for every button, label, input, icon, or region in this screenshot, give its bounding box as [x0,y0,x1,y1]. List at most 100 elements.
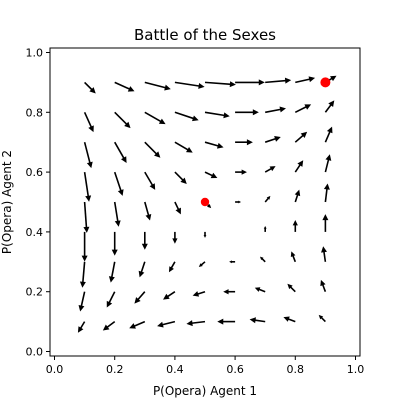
vector-arrow [235,200,242,204]
x-axis-label: P(Opera) Agent 1 [153,384,257,398]
vector-arrow [141,231,148,250]
vector-arrow [294,160,304,173]
vector-arrow [174,201,181,215]
vector-arrow [283,316,296,323]
vector-arrow [254,287,266,293]
vector-arrow [198,261,206,268]
vector-arrow [174,111,199,122]
vector-arrow [134,291,146,304]
vector-arrow [144,141,161,158]
vector-arrow [144,81,171,91]
vector-arrow [292,220,298,232]
vector-arrow [204,141,224,149]
vector-arrow [264,166,276,173]
vector-arrow [79,261,86,288]
vector-arrow [321,246,327,262]
vector-arrow [320,279,327,292]
vector-arrow [102,320,116,331]
vector-arrow [84,81,96,94]
vector-arrow [294,104,312,114]
vector-arrow [144,111,166,125]
x-tick-label: 0.4 [166,363,184,376]
plot-frame [49,47,361,357]
vector-arrow [108,261,116,283]
vector-arrow [265,77,292,84]
x-tick-label: 1.0 [347,363,365,376]
equilibrium-point [200,197,210,207]
y-tick-label: 0.6 [26,166,44,179]
vector-arrow [249,317,266,324]
vector-arrow [192,290,206,297]
vector-arrow [111,231,118,256]
vector-field [77,75,337,333]
vector-arrow [290,251,297,263]
vector-arrow [322,214,329,232]
vector-arrow [144,171,156,190]
y-tick-label: 0.2 [26,286,44,299]
vector-arrow [295,76,316,84]
vector-arrow [203,231,207,238]
vector-arrow [77,321,86,333]
vector-arrow [318,314,326,323]
vector-arrow [294,131,308,143]
vector-arrow [324,100,335,113]
vector-arrow [144,201,152,221]
equilibrium-point [320,77,331,88]
vector-arrow [265,106,286,114]
chart-title: Battle of the Sexes [134,26,276,44]
equilibrium-points [200,77,331,207]
vector-arrow [235,109,259,116]
vector-arrow [83,111,94,133]
y-tick-label: 0.8 [26,106,44,119]
vector-arrow [204,81,236,88]
vector-arrow [323,183,330,203]
vector-arrow [235,79,265,86]
vector-arrow [263,225,267,232]
vector-arrow [235,139,253,146]
x-tick-label: 0.8 [287,363,305,376]
vector-arrow [186,320,206,327]
vector-arrow [138,261,146,278]
vector-arrow [106,291,116,308]
y-tick-label: 1.0 [26,46,44,59]
y-axis-label: P(Opera) Agent 2 [0,150,14,254]
x-tick-label: 0.2 [106,363,124,376]
vector-arrow [174,141,193,153]
vector-arrow [78,291,86,312]
x-tick-label: 0.6 [226,363,244,376]
vector-arrow [83,201,90,233]
y-axis: 0.0 0.2 0.4 0.6 0.8 1.0 [26,46,50,359]
vector-arrow [174,81,205,89]
vector-arrow [204,111,230,119]
vector-arrow [287,283,296,293]
vector-arrow [259,256,266,263]
vector-arrow [324,154,332,173]
y-tick-label: 0.4 [26,226,44,239]
vector-arrow [174,171,187,184]
vector-arrow [81,231,88,262]
vector-arrow [204,171,218,179]
vector-arrow [229,260,236,264]
x-axis: 0.0 0.2 0.4 0.6 0.8 1.0 [46,356,364,376]
vector-arrow [324,126,333,143]
vector-arrow [83,141,93,169]
vector-arrow [129,320,146,329]
vector-arrow [168,261,176,273]
vector-arrow [217,318,236,325]
vector-arrow [114,81,135,92]
vector-arrow [172,231,178,244]
vector-arrow [163,291,176,300]
vector-arrow [114,111,131,129]
vector-arrow [223,289,236,295]
vector-arrow [83,171,92,202]
vector-arrow [264,136,281,143]
x-tick-label: 0.0 [46,363,64,376]
vector-arrow [264,195,271,203]
vector-arrow [235,169,247,175]
vector-arrow [113,171,124,196]
vector-arrow [294,189,301,203]
vector-arrow [114,141,127,163]
vector-arrow [157,320,176,328]
